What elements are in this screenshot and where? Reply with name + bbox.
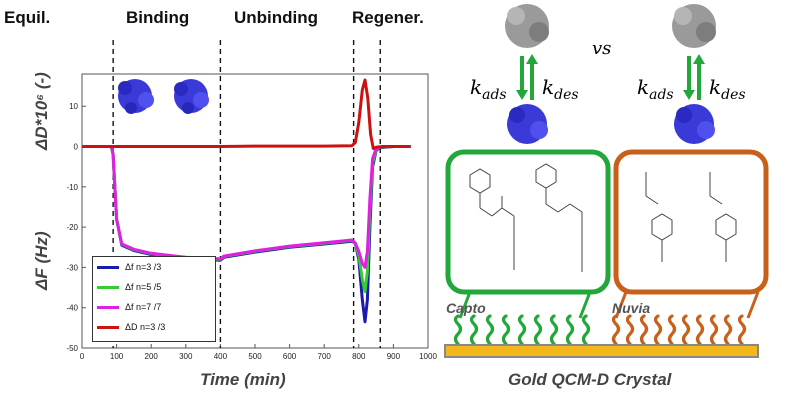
- phase-label-binding: Binding: [126, 8, 190, 27]
- polymer-chain: [453, 314, 463, 346]
- nuvia-ligand-box: [613, 149, 769, 295]
- k-symbol: k: [637, 75, 650, 99]
- kdes-label-right: kdes: [709, 75, 746, 103]
- kads-label-left: kads: [470, 75, 507, 103]
- y-tick-label: 10: [69, 102, 78, 111]
- kads-label-right: kads: [637, 75, 674, 103]
- polymer-chain: [653, 314, 663, 346]
- y-tick-label: 0: [74, 143, 79, 152]
- polymer-chain: [501, 314, 511, 346]
- crystal-label: Gold QCM-D Crystal: [508, 370, 672, 389]
- legend-label: Δf n=7 /7: [125, 302, 162, 312]
- x-tick-label: 500: [248, 352, 262, 361]
- x-tick-label: 400: [214, 352, 228, 361]
- polymer-brush: [453, 314, 747, 346]
- capto-structure-icon: [469, 163, 583, 272]
- x-tick-label: 700: [318, 352, 332, 361]
- y-tick-label: -30: [66, 263, 78, 272]
- polymer-chain: [709, 314, 719, 346]
- legend-swatch: [97, 285, 119, 289]
- nuvia-structure-icon: [645, 172, 737, 262]
- legend-item: Δf n=7 /7: [93, 297, 215, 317]
- polymer-chain: [625, 314, 635, 346]
- series-lines: [82, 78, 411, 324]
- x-tick-label: 100: [110, 352, 124, 361]
- polymer-chain: [485, 314, 495, 346]
- series-line: [82, 145, 411, 269]
- legend-swatch: [97, 325, 119, 329]
- y-tick-label: -40: [66, 304, 78, 313]
- legend-label: ΔD n=3 /3: [125, 322, 166, 332]
- x-tick-label: 600: [283, 352, 297, 361]
- y-axis-label-top: ΔD*10⁶ (-): [32, 72, 51, 150]
- phase-label-equil: Equil.: [4, 8, 51, 27]
- legend-swatch: [97, 305, 119, 309]
- k-subscript: des: [554, 87, 579, 103]
- x-axis-label: Time (min): [200, 370, 286, 389]
- y-axis-label-bottom: ΔF (Hz): [32, 231, 51, 290]
- protein-icon-left: [118, 79, 154, 114]
- qcmd-chart: 0 100 200 300 400 500 600 700 800 900 1000-50-40-3…: [66, 40, 437, 361]
- k-subscript: des: [721, 87, 746, 103]
- y-tick-label: -20: [66, 223, 78, 232]
- polymer-chain: [517, 314, 527, 346]
- k-symbol: k: [542, 75, 555, 99]
- kdes-label-left: kdes: [542, 75, 579, 103]
- protein-icon-right: [174, 79, 209, 114]
- polymer-chain: [667, 314, 677, 346]
- protein-blue-right-icon: [674, 104, 715, 144]
- k-subscript: ads: [649, 87, 674, 103]
- protein-blue-left-icon: [507, 104, 548, 144]
- legend-label: Δf n=3 /3: [125, 262, 162, 272]
- polymer-chain: [549, 314, 559, 346]
- protein-grey-left-icon: [505, 4, 549, 48]
- polymer-chain: [639, 314, 649, 346]
- x-tick-label: 300: [179, 352, 193, 361]
- legend-item: Δf n=5 /5: [93, 277, 215, 297]
- legend-swatch: [97, 265, 119, 269]
- y-tick-label: -50: [66, 344, 78, 353]
- y-tick-label: -10: [66, 183, 78, 192]
- capto-label: Capto: [446, 300, 486, 316]
- legend-label: Δf n=5 /5: [125, 282, 162, 292]
- polymer-chain: [581, 314, 591, 346]
- nuvia-label: Nuvia: [612, 300, 651, 316]
- x-tick-label: 800: [352, 352, 366, 361]
- polymer-chain: [737, 314, 747, 346]
- polymer-chain: [723, 314, 733, 346]
- k-symbol: k: [470, 75, 483, 99]
- polymer-chain: [533, 314, 543, 346]
- equilibrium-arrows-left-icon: [516, 54, 538, 100]
- polymer-chain: [611, 314, 621, 346]
- vs-label: vs: [592, 38, 612, 59]
- x-tick-label: 1000: [419, 352, 437, 361]
- axes: 0 100 200 300 400 500 600 700 800 900 1000-50-40-3…: [66, 73, 437, 361]
- chart-legend: Δf n=3 /3 Δf n=5 /5 Δf n=7 /7 ΔD n=3 /3: [92, 256, 216, 342]
- phase-label-regener: Regener.: [352, 8, 424, 27]
- polymer-chain: [681, 314, 691, 346]
- series-line: [82, 78, 411, 150]
- legend-item: Δf n=3 /3: [93, 257, 215, 277]
- capto-ligand-box: [445, 149, 611, 295]
- x-tick-label: 900: [387, 352, 401, 361]
- polymer-chain: [469, 314, 479, 346]
- k-symbol: k: [709, 75, 722, 99]
- phase-label-unbinding: Unbinding: [234, 8, 319, 27]
- protein-grey-right-icon: [672, 4, 716, 48]
- polymer-chain: [565, 314, 575, 346]
- gold-crystal: [444, 344, 759, 358]
- x-tick-label: 200: [145, 352, 159, 361]
- equilibrium-arrows-right-icon: [683, 54, 705, 100]
- polymer-chain: [695, 314, 705, 346]
- x-tick-label: 0: [80, 352, 85, 361]
- adsorption-diagram: [444, 4, 769, 358]
- legend-item: ΔD n=3 /3: [93, 317, 215, 337]
- k-subscript: ads: [482, 87, 507, 103]
